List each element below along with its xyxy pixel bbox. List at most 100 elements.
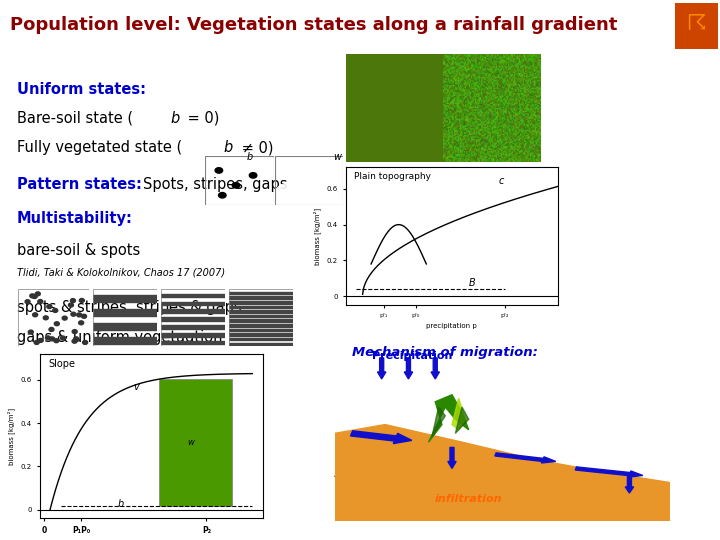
Text: Uniform states:: Uniform states: — [17, 82, 146, 97]
FancyArrow shape — [575, 467, 643, 477]
Text: v: v — [133, 382, 139, 392]
Circle shape — [43, 316, 48, 320]
Bar — [229, 306, 294, 308]
Polygon shape — [335, 424, 670, 521]
Circle shape — [249, 173, 257, 178]
FancyArrow shape — [431, 358, 439, 379]
Circle shape — [78, 321, 84, 325]
FancyArrow shape — [625, 475, 634, 493]
Circle shape — [30, 294, 35, 298]
Text: Fully vegetated state (: Fully vegetated state ( — [17, 140, 182, 156]
Circle shape — [68, 303, 73, 307]
Text: infiltration: infiltration — [435, 494, 503, 503]
Text: gaps & uniform vegetaqtion: gaps & uniform vegetaqtion — [17, 330, 222, 345]
Polygon shape — [455, 407, 469, 433]
Circle shape — [32, 294, 37, 299]
Text: ☈: ☈ — [686, 14, 706, 35]
Circle shape — [72, 339, 77, 343]
Circle shape — [79, 299, 84, 302]
Circle shape — [25, 300, 30, 303]
Text: = 0): = 0) — [183, 111, 220, 126]
Text: Tlidi, Taki & Kolokolnikov, Chaos 17 (2007): Tlidi, Taki & Kolokolnikov, Chaos 17 (20… — [17, 268, 225, 278]
Bar — [161, 317, 225, 321]
Circle shape — [215, 168, 222, 173]
FancyArrow shape — [495, 453, 556, 463]
Text: Ben Gurion University, Ehud Meron - www.bgu.ac.il/~ehud: Ben Gurion University, Ehud Meron - www.… — [692, 180, 701, 403]
Text: Population level: Vegetation states along a rainfall gradient: Population level: Vegetation states alon… — [10, 16, 618, 34]
FancyArrow shape — [404, 358, 413, 379]
Polygon shape — [432, 407, 445, 437]
Circle shape — [83, 341, 88, 345]
Text: Plain topography: Plain topography — [354, 172, 431, 180]
Text: w: w — [187, 438, 194, 447]
Polygon shape — [452, 399, 465, 430]
Bar — [161, 341, 225, 345]
FancyArrow shape — [351, 431, 412, 443]
X-axis label: precipitation p: precipitation p — [426, 323, 477, 329]
Text: ~ 1 cm/yr: ~ 1 cm/yr — [333, 470, 399, 483]
Circle shape — [53, 308, 58, 313]
Bar — [92, 337, 157, 344]
Bar — [229, 310, 294, 313]
Bar — [229, 324, 294, 327]
Circle shape — [60, 336, 66, 340]
FancyArrow shape — [377, 358, 386, 379]
Text: Multistability:: Multistability: — [17, 212, 132, 226]
Text: bare-soil & spots: bare-soil & spots — [17, 244, 140, 258]
Bar — [161, 325, 225, 329]
Circle shape — [72, 329, 77, 334]
Circle shape — [71, 299, 76, 302]
Text: Bare-soil state (: Bare-soil state ( — [17, 111, 133, 126]
Circle shape — [49, 327, 54, 332]
Circle shape — [54, 322, 59, 326]
Text: Mechanism of migration:: Mechanism of migration: — [351, 346, 537, 359]
Bar — [229, 292, 294, 294]
Y-axis label: biomass [kg/m²]: biomass [kg/m²] — [7, 408, 15, 464]
Bar — [229, 342, 294, 345]
Bar — [229, 315, 294, 318]
Text: c: c — [498, 176, 504, 186]
Circle shape — [47, 305, 52, 308]
Circle shape — [54, 339, 59, 343]
FancyArrow shape — [448, 447, 456, 468]
Bar — [229, 296, 294, 299]
Bar — [229, 338, 294, 340]
Text: b: b — [246, 152, 253, 163]
Bar — [229, 329, 294, 331]
Polygon shape — [428, 395, 469, 442]
Text: Slope: Slope — [48, 359, 76, 369]
Circle shape — [45, 336, 50, 340]
Circle shape — [77, 313, 81, 317]
Bar — [92, 309, 157, 316]
Bar — [229, 333, 294, 336]
Circle shape — [38, 300, 42, 303]
Circle shape — [28, 330, 33, 334]
Text: Spots, stripes, gaps: Spots, stripes, gaps — [143, 177, 288, 192]
Bar — [158, 379, 232, 507]
Text: b: b — [170, 111, 179, 126]
Text: w: w — [333, 152, 341, 163]
Text: Precipitation: Precipitation — [372, 351, 452, 361]
Bar — [92, 295, 157, 302]
Circle shape — [34, 341, 39, 345]
Circle shape — [62, 316, 67, 320]
Circle shape — [219, 193, 226, 198]
Text: b: b — [224, 140, 233, 156]
Text: spots & stripes, stripes & gaps,: spots & stripes, stripes & gaps, — [17, 300, 246, 315]
Circle shape — [73, 337, 78, 341]
Text: ≠ 0): ≠ 0) — [237, 140, 273, 156]
Bar — [229, 320, 294, 322]
Bar — [161, 294, 225, 298]
Bar — [161, 301, 225, 305]
Bar — [229, 301, 294, 303]
Text: Pattern states:: Pattern states: — [17, 177, 142, 192]
Bar — [675, 3, 718, 49]
Circle shape — [35, 292, 40, 296]
Circle shape — [81, 314, 86, 318]
Bar — [161, 309, 225, 313]
Circle shape — [233, 183, 240, 188]
Bar — [92, 323, 157, 330]
Text: B: B — [469, 278, 475, 288]
Circle shape — [50, 337, 55, 341]
Circle shape — [38, 339, 43, 342]
